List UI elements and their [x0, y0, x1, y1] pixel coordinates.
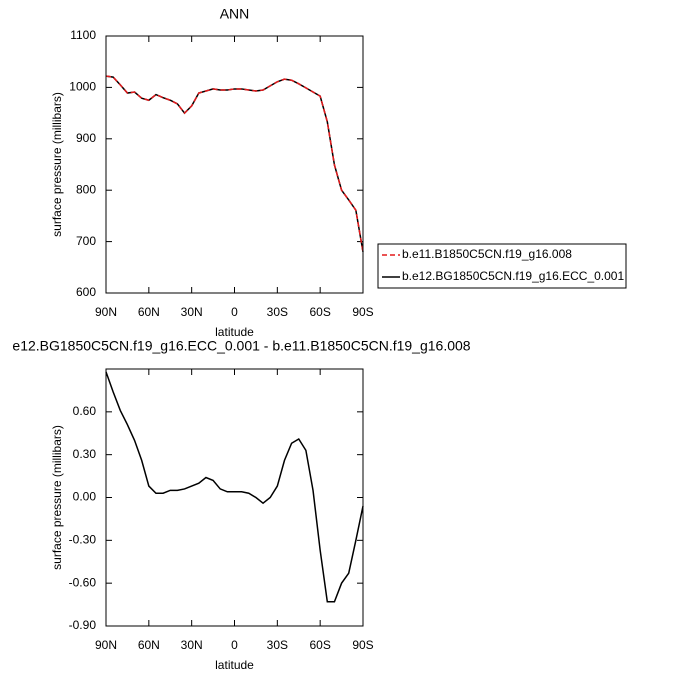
x-tick-label: 60N	[138, 305, 160, 319]
legend-frame	[377, 243, 627, 289]
x-tick-label: 60S	[309, 638, 330, 652]
y-tick-label: -0.60	[69, 575, 97, 589]
data-line	[105, 75, 364, 253]
plot-frame	[105, 368, 364, 627]
x-tick-label: 60S	[309, 305, 330, 319]
x-tick-label: 90S	[352, 638, 373, 652]
x-axis-label: latitude	[215, 658, 254, 672]
y-axis-label: surface pressure (millibars)	[50, 92, 64, 237]
x-tick-label: 0	[231, 638, 238, 652]
x-tick-label: 90N	[95, 305, 117, 319]
y-tick-label: 1000	[69, 80, 96, 94]
x-tick-label: 30S	[267, 305, 288, 319]
x-tick-label: 60N	[138, 638, 160, 652]
x-axis-label: latitude	[215, 325, 254, 339]
legend-label: b.e12.BG1850C5CN.f19_g16.ECC_0.001	[402, 269, 624, 283]
y-tick-label: 800	[76, 182, 96, 196]
y-axis-label: surface pressure (millibars)	[50, 425, 64, 570]
x-tick-label: 0	[231, 305, 238, 319]
y-tick-label: -0.90	[69, 618, 97, 632]
chart-title: e12.BG1850C5CN.f19_g16.ECC_0.001 - b.e11…	[12, 338, 470, 354]
x-tick-label: 30S	[267, 638, 288, 652]
y-tick-label: 0.30	[73, 447, 97, 461]
x-tick-label: 90N	[95, 638, 117, 652]
y-tick-label: 900	[76, 131, 96, 145]
chart-title: ANN	[220, 6, 250, 22]
y-tick-label: 0.60	[73, 404, 97, 418]
y-tick-label: 700	[76, 234, 96, 248]
x-tick-label: 30N	[181, 305, 203, 319]
x-tick-label: 30N	[181, 638, 203, 652]
y-tick-label: -0.30	[69, 533, 97, 547]
plot-frame	[105, 35, 364, 294]
y-tick-label: 0.00	[73, 490, 97, 504]
x-tick-label: 90S	[352, 305, 373, 319]
legend-label: b.e11.B1850C5CN.f19_g16.008	[402, 247, 572, 261]
data-line	[105, 371, 364, 603]
y-tick-label: 1100	[70, 28, 96, 42]
data-line	[105, 75, 364, 253]
y-tick-label: 600	[76, 285, 96, 299]
